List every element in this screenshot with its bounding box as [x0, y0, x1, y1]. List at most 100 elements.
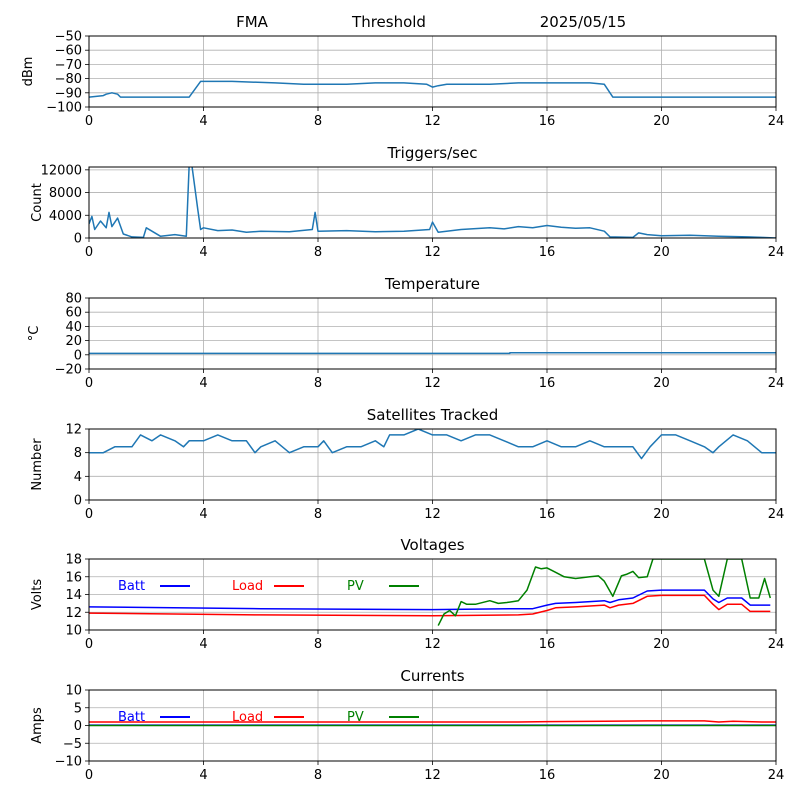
- x-tick-label: 4: [199, 507, 207, 522]
- panel-5: 0 4 8 12 16 20 24 10 12 14 16 18 Voltages Volts Batt Lo…: [30, 536, 784, 652]
- x-tick-label: 20: [653, 114, 670, 129]
- x-tick-label: 12: [424, 507, 441, 522]
- y-tick-label: 8: [74, 446, 82, 461]
- x-tick-label: 16: [539, 114, 556, 129]
- y-tick-label: 8000: [49, 186, 82, 201]
- x-tick-label: 12: [424, 245, 441, 260]
- series-line-load: [89, 594, 771, 617]
- y-tick-label: −5: [63, 737, 82, 752]
- x-tick-label: 0: [85, 768, 93, 783]
- y-tick-label: 12: [65, 606, 82, 621]
- y-tick-label: 5: [74, 701, 82, 716]
- y-axis-label: °C: [27, 326, 42, 342]
- y-tick-label: −70: [55, 58, 82, 73]
- x-tick-label: 20: [653, 637, 670, 652]
- y-tick-label: 16: [65, 570, 82, 585]
- x-tick-label: 20: [653, 507, 670, 522]
- y-tick-label: 10: [65, 684, 82, 699]
- series-line-1: [89, 167, 776, 238]
- x-tick-label: 8: [314, 114, 322, 129]
- y-tick-label: −100: [46, 101, 82, 116]
- series-line-pv: [437, 559, 772, 626]
- y-tick-label: 10: [65, 624, 82, 639]
- x-tick-label: 12: [424, 376, 441, 391]
- y-tick-label: 0: [74, 719, 82, 734]
- y-tick-label: 12000: [41, 163, 82, 178]
- y-tick-label: 20: [65, 334, 82, 349]
- y-tick-label: 18: [65, 553, 82, 568]
- x-tick-label: 24: [768, 768, 785, 783]
- x-tick-label: 24: [768, 507, 785, 522]
- x-tick-label: 12: [424, 114, 441, 129]
- panel-2: 0 4 8 12 16 20 24 0 4000 8000 12000 Triggers/sec Cou…: [30, 144, 784, 260]
- y-axis-label: Volts: [30, 579, 45, 611]
- y-tick-label: 4: [74, 470, 82, 485]
- header-right: 2025/05/15: [540, 13, 626, 31]
- x-tick-label: 12: [424, 637, 441, 652]
- legend-label-load: Load: [232, 579, 263, 594]
- y-tick-label: 0: [74, 232, 82, 247]
- x-tick-label: 24: [768, 376, 785, 391]
- x-tick-label: 8: [314, 768, 322, 783]
- series-line-1: [89, 80, 776, 98]
- y-tick-label: −10: [55, 755, 82, 770]
- y-tick-label: 4000: [49, 209, 82, 224]
- x-tick-label: 0: [85, 637, 93, 652]
- x-tick-label: 16: [539, 245, 556, 260]
- panel-1: 0 4 8 12 16 20 24 −100−90−80−70−60−50 dBm: [21, 30, 784, 130]
- panel-6: 0 4 8 12 16 20 24 −10 −5 0 5 10 Currents Amps Batt Load…: [30, 667, 784, 783]
- panel-title: Satellites Tracked: [367, 406, 498, 424]
- panel-title: Currents: [400, 667, 464, 685]
- x-tick-label: 16: [539, 637, 556, 652]
- x-tick-label: 24: [768, 637, 785, 652]
- x-tick-label: 20: [653, 376, 670, 391]
- x-tick-label: 0: [85, 507, 93, 522]
- x-tick-label: 8: [314, 507, 322, 522]
- header-left: FMA: [236, 13, 269, 31]
- x-tick-label: 12: [424, 768, 441, 783]
- x-tick-label: 0: [85, 114, 93, 129]
- y-tick-label: 80: [65, 292, 82, 307]
- legend-label-pv: PV: [347, 710, 364, 725]
- x-tick-label: 0: [85, 245, 93, 260]
- x-tick-label: 4: [199, 376, 207, 391]
- x-tick-label: 8: [314, 245, 322, 260]
- series-line-load: [89, 720, 776, 723]
- y-tick-label: 0: [74, 494, 82, 509]
- y-axis-label: Number: [30, 438, 45, 491]
- x-tick-label: 16: [539, 768, 556, 783]
- y-tick-label: 60: [65, 306, 82, 321]
- x-tick-label: 16: [539, 376, 556, 391]
- legend-label-batt: Batt: [118, 579, 145, 594]
- panel-title: Voltages: [400, 536, 464, 554]
- panel-title: Triggers/sec: [387, 144, 478, 162]
- x-tick-label: 4: [199, 768, 207, 783]
- x-tick-label: 16: [539, 507, 556, 522]
- header-center: Threshold: [351, 13, 426, 31]
- y-tick-label: −20: [55, 363, 82, 378]
- y-tick-label: −50: [55, 30, 82, 45]
- y-tick-label: 0: [74, 348, 82, 363]
- series-line-batt: [89, 589, 771, 611]
- x-tick-label: 8: [314, 376, 322, 391]
- x-tick-label: 20: [653, 245, 670, 260]
- x-tick-label: 0: [85, 376, 93, 391]
- x-tick-label: 8: [314, 637, 322, 652]
- panel-title: Temperature: [384, 275, 480, 293]
- y-axis-label: dBm: [21, 57, 36, 87]
- x-tick-label: 4: [199, 637, 207, 652]
- y-axis-label: Amps: [30, 707, 45, 744]
- series-line-1: [89, 351, 776, 355]
- y-tick-label: 40: [65, 320, 82, 335]
- y-tick-label: −60: [55, 44, 82, 59]
- y-tick-label: −90: [55, 86, 82, 101]
- y-tick-label: −80: [55, 72, 82, 87]
- y-axis-label: Count: [30, 183, 45, 222]
- legend-label-batt: Batt: [118, 710, 145, 725]
- x-tick-label: 24: [768, 114, 785, 129]
- y-tick-label: 14: [65, 588, 82, 603]
- legend-label-load: Load: [232, 710, 263, 725]
- x-tick-label: 4: [199, 245, 207, 260]
